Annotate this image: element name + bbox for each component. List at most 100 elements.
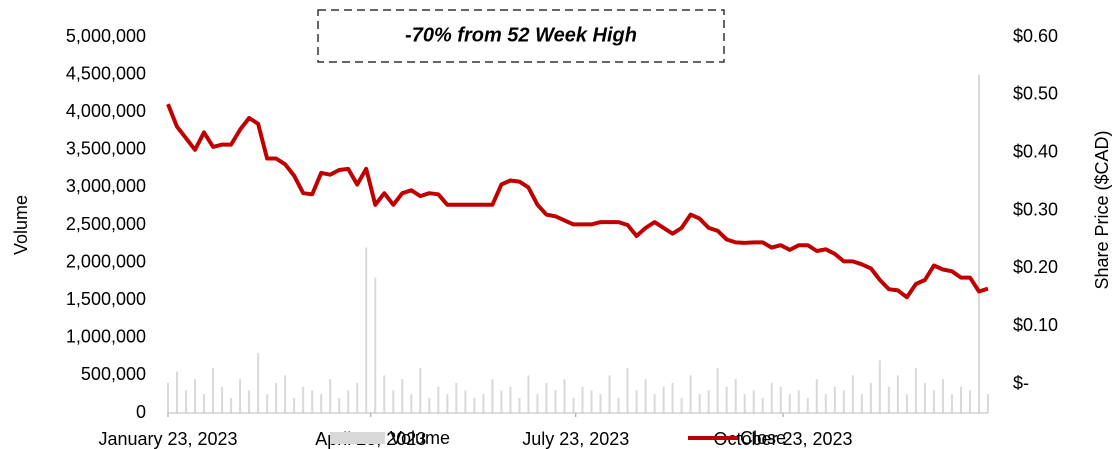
y-tick-label: 2,000,000 (66, 251, 146, 271)
volume-bar (392, 390, 395, 413)
volume-bar (653, 394, 656, 413)
volume-bar (356, 382, 359, 413)
y2-tick-label: $0.30 (1013, 199, 1058, 219)
volume-bar (680, 397, 683, 413)
legend-label: Close (740, 428, 786, 448)
y-tick-label: 4,500,000 (66, 63, 146, 83)
volume-bar (788, 394, 791, 413)
volume-bar (482, 394, 485, 413)
volume-bar (365, 247, 368, 413)
volume-bar (221, 386, 224, 413)
volume-bar (410, 394, 413, 413)
y2-tick-label: $0.50 (1013, 84, 1058, 104)
volume-bar (671, 382, 674, 413)
x-tick-label: October 23, 2023 (713, 429, 852, 449)
volume-bar (230, 397, 233, 413)
volume-bar (563, 379, 566, 413)
volume-bar (437, 386, 440, 413)
volume-bar (284, 375, 287, 413)
volume-bar (167, 382, 169, 413)
volume-bar (320, 394, 323, 413)
volume-bar (860, 394, 863, 413)
volume-bar (428, 397, 431, 413)
volume-bar (761, 397, 764, 413)
volume-bar (527, 375, 530, 413)
volume-bar (248, 390, 251, 413)
volume-bar (698, 394, 701, 413)
volume-bar (968, 390, 971, 413)
y-tick-label: 3,000,000 (66, 176, 146, 196)
volume-bar (491, 379, 494, 413)
volume-bar (338, 397, 341, 413)
volume-bar (266, 394, 269, 413)
volume-bar (716, 367, 719, 413)
volume-bar (797, 390, 800, 413)
volume-bar (617, 397, 620, 413)
y-tick-label: 2,500,000 (66, 214, 146, 234)
y2-tick-label: $0.10 (1013, 315, 1058, 335)
volume-bar (734, 379, 737, 413)
annotation-box (317, 9, 725, 63)
volume-bar (455, 382, 458, 413)
volume-bar (212, 367, 215, 413)
volume-bar (815, 379, 818, 413)
volume-bar (923, 382, 926, 413)
volume-bar (950, 394, 953, 413)
volume-bar (833, 386, 836, 413)
volume-bar (770, 382, 773, 413)
volume-bar (554, 390, 557, 413)
volume-bar (518, 397, 521, 413)
volume-bar (644, 379, 647, 413)
volume-bar (941, 379, 944, 413)
volume-bar (752, 390, 755, 413)
volume-bar (581, 386, 584, 413)
volume-bar (473, 397, 476, 413)
y2-tick-label: $0.20 (1013, 257, 1058, 277)
volume-bar (725, 386, 728, 413)
y-tick-label: 5,000,000 (66, 26, 146, 46)
x-tick-label: July 23, 2023 (522, 429, 629, 449)
volume-bar (987, 394, 989, 413)
y2-tick-label: $- (1013, 373, 1029, 393)
volume-bar (329, 379, 332, 413)
volume-bar (959, 386, 962, 413)
y2-tick-label: $0.40 (1013, 141, 1058, 161)
volume-bar (311, 390, 314, 413)
volume-bar (824, 394, 827, 413)
x-tick-label: January 23, 2023 (98, 429, 237, 449)
volume-bar (635, 390, 638, 413)
volume-bar (599, 394, 602, 413)
volume-bar (419, 367, 422, 413)
volume-bar (446, 394, 449, 413)
y-tick-label: 500,000 (81, 364, 146, 384)
volume-bar (194, 379, 197, 413)
y2-tick-label: $0.60 (1013, 26, 1058, 46)
volume-bar (707, 390, 710, 413)
legend-swatch (330, 432, 385, 444)
volume-bar (500, 390, 503, 413)
volume-bar (239, 379, 242, 413)
volume-bar (905, 394, 908, 413)
y-tick-label: 4,000,000 (66, 101, 146, 121)
volume-bar (302, 386, 305, 413)
volume-bar (545, 382, 548, 413)
volume-bar (608, 375, 611, 413)
volume-bar (887, 386, 890, 413)
volume-bar (896, 375, 899, 413)
legend-label: Volume (390, 428, 450, 448)
volume-bar (464, 390, 467, 413)
volume-bar (275, 382, 278, 413)
volume-bar (977, 74, 980, 413)
volume-bar (572, 397, 575, 413)
y-tick-label: 0 (136, 402, 146, 422)
volume-bar (176, 371, 179, 413)
volume-bar (374, 277, 377, 413)
y2-axis-label: Share Price ($CAD) (1092, 130, 1112, 289)
volume-bar (509, 386, 512, 413)
volume-bar (185, 390, 188, 413)
volume-bar (203, 394, 206, 413)
volume-bar (878, 360, 881, 413)
volume-bar (626, 367, 629, 413)
volume-bar (806, 397, 809, 413)
